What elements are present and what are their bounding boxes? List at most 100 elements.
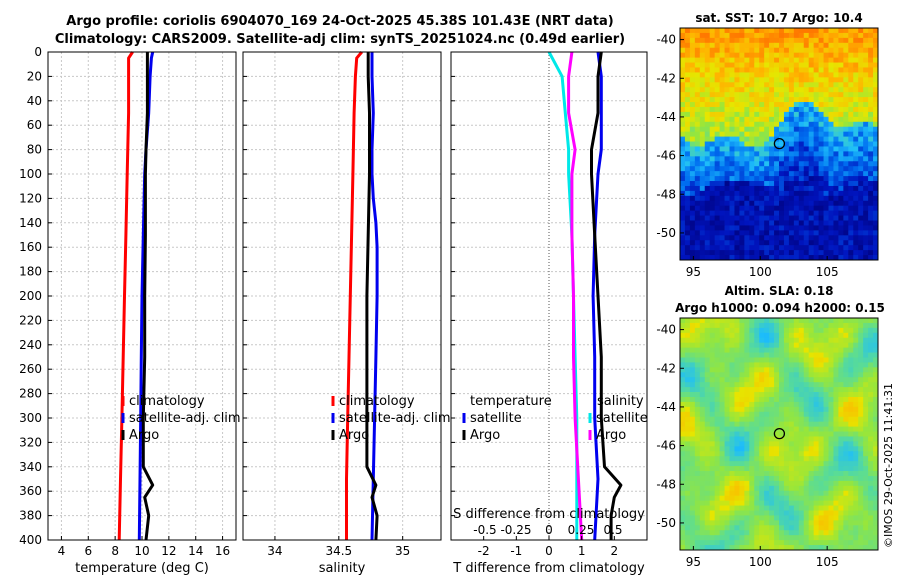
sla-map-cell [754, 475, 760, 482]
sla-map-cell [704, 357, 711, 363]
sst-map-cell [680, 131, 686, 137]
sla-map-cell [704, 411, 711, 418]
sla-map-cell [764, 421, 770, 427]
sst-map-cell [858, 126, 864, 133]
sla-map-cell [719, 441, 725, 447]
sla-map-cell [858, 362, 864, 368]
sla-map-cell [798, 510, 805, 516]
sst-map-cell [818, 146, 824, 152]
sla-map-cell [803, 392, 810, 398]
sla-map-cell [729, 545, 735, 550]
sst-map-cell [704, 225, 711, 231]
sla-map-cell [699, 362, 706, 368]
sla-map-cell [843, 406, 849, 413]
sla-map-cell [759, 545, 765, 550]
sst-map-cell [714, 190, 720, 197]
sst-map-cell [709, 230, 716, 236]
sla-map-cell [764, 352, 770, 358]
sla-map-cell [843, 416, 849, 423]
sst-map-cell [873, 181, 878, 187]
sla-map-cell [843, 466, 849, 472]
sst-map-cell [788, 72, 795, 78]
sla-map-cell [838, 392, 844, 398]
sla-map-cell [744, 515, 750, 521]
sst-map-cell [853, 250, 859, 256]
sst-map-cell [759, 141, 765, 147]
sla-map-cell [689, 416, 696, 423]
sla-map-cell [833, 332, 839, 339]
sst-map-cell [729, 28, 735, 34]
sst-map-cell [764, 37, 770, 44]
sst-map-cell [848, 106, 854, 113]
sla-map-cell [858, 411, 864, 418]
sla-map-cell [714, 525, 720, 531]
sla-map-cell [734, 485, 740, 492]
sst-map-xtick-label: 95 [686, 265, 701, 279]
sla-map-cell [823, 416, 829, 423]
temperature-series-argo [141, 52, 155, 541]
sla-map-cell [714, 387, 720, 393]
sst-map-cell [818, 200, 824, 207]
depth-tick-label: 360 [19, 484, 42, 498]
sst-map-cell [754, 230, 760, 236]
sst-map-cell [769, 97, 775, 103]
sla-map-cell [858, 392, 864, 398]
sst-map-cell [680, 62, 686, 68]
sst-map-cell [734, 121, 740, 128]
sst-map-cell [714, 181, 720, 187]
sst-map-cell [754, 215, 760, 221]
sst-map-cell [744, 195, 750, 202]
sla-map-cell [808, 446, 815, 452]
sst-map-cell [873, 121, 878, 128]
sla-map-cell [848, 367, 854, 373]
sst-map-cell [739, 126, 745, 133]
sst-map-cell [774, 57, 780, 63]
sla-map-cell [729, 327, 735, 334]
sla-map-cell [694, 352, 701, 358]
sst-map-cell [783, 42, 790, 49]
sla-map-cell [744, 387, 750, 393]
sla-map-cell [848, 406, 854, 413]
sst-map-cell [714, 106, 720, 113]
sla-map-cell [868, 421, 874, 427]
depth-tick-label: 140 [19, 216, 42, 230]
sla-map-cell [828, 441, 834, 447]
sla-map-cell [833, 426, 839, 432]
sst-map-cell [783, 131, 790, 137]
sst-map-cell [838, 176, 844, 182]
sst-map-cell [808, 72, 815, 78]
sst-map-cell [863, 82, 869, 88]
sst-map-cell [818, 136, 824, 142]
sla-map-cell [863, 456, 869, 462]
sla-map-cell [704, 318, 711, 324]
sst-map-cell [818, 82, 824, 88]
sst-map-cell [868, 200, 874, 207]
sst-map-cell [684, 146, 691, 152]
sst-map-cell [838, 106, 844, 113]
salinity-xtick-label: 34 [267, 544, 282, 558]
sst-map-cell [828, 47, 834, 54]
sst-map-cell [808, 215, 815, 221]
sla-map-cell [853, 392, 859, 398]
sst-map-cell [798, 141, 805, 147]
sst-map-cell [818, 171, 824, 177]
sla-map-cell [774, 451, 780, 457]
sst-map-cell [779, 77, 785, 83]
sla-map-cell [749, 471, 755, 477]
sla-map-cell [704, 327, 711, 334]
sla-map-cell [873, 332, 878, 339]
sst-map-cell [779, 245, 785, 251]
sst-map-cell [853, 28, 859, 34]
sla-map-cell [813, 530, 819, 536]
sst-map-cell [798, 82, 805, 88]
sst-map-cell [838, 87, 844, 93]
sla-map-cell [803, 466, 810, 472]
sla-map-cell [833, 540, 839, 546]
sla-map-cell [838, 515, 844, 521]
sst-map-cell [798, 102, 805, 108]
sla-map-cell [739, 471, 745, 477]
sst-map-cell [823, 255, 829, 260]
sst-map-cell [719, 106, 725, 113]
sla-map-cell [843, 490, 849, 497]
sla-map-cell [863, 500, 869, 506]
